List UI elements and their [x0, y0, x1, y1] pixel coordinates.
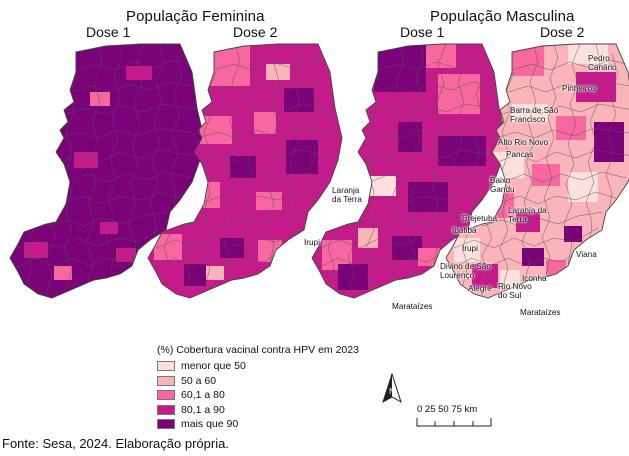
legend-item: 50 a 60: [157, 374, 359, 389]
male-dose2-label: Dose 2: [540, 24, 585, 40]
map-male-dose2: [445, 43, 629, 299]
label-pinheiros: Pinheiros: [562, 84, 597, 93]
choropleth-maps: N: [9, 43, 629, 404]
label-pancas: Pancas: [506, 150, 534, 159]
legend-title: (%) Cobertura vacinal contra HPV em 2023: [157, 344, 359, 356]
north-arrow-icon: N: [382, 372, 402, 404]
map-legend: (%) Cobertura vacinal contra HPV em 2023…: [157, 344, 359, 432]
figure-caption: Fonte: Sesa, 2024. Elaboração própria.: [2, 436, 229, 451]
legend-item: mais que 90: [157, 417, 359, 432]
legend-swatch: [157, 361, 175, 372]
map-female-dose1: [9, 43, 205, 299]
legend-swatch: [157, 404, 175, 415]
scale-bar-graphic: [416, 418, 492, 427]
male-population-title: População Masculina: [430, 8, 575, 25]
legend-label: mais que 90: [181, 418, 239, 431]
map-figure: População Feminina População Masculina D…: [9, 8, 629, 432]
scale-bar-ticks: 0 25 50 75 km: [417, 404, 478, 415]
label-brejetuba: Brejetuba: [462, 214, 498, 223]
label-divino-sao-lourenco: Divino de São Lourenço: [440, 262, 491, 280]
legend-label: 60,1 a 80: [181, 389, 225, 402]
legend-swatch: [157, 375, 175, 386]
legend-swatch: [157, 419, 175, 430]
female-population-title: População Feminina: [126, 8, 265, 25]
label-alegre: Alegre: [468, 284, 492, 293]
legend-item: 80,1 a 90: [157, 403, 359, 418]
label-irupi-1: Irupi: [304, 238, 320, 247]
label-rio-novo-do-sul: Rio Novo do Sul: [498, 282, 532, 300]
male-dose1-label: Dose 1: [400, 24, 445, 40]
label-laranja-da-terra-1: Laranja da Terra: [332, 186, 362, 204]
label-baixo-gandu: Baixo Gandu: [490, 176, 515, 194]
legend-label: 80,1 a 90: [181, 403, 225, 416]
female-dose2-label: Dose 2: [233, 24, 278, 40]
legend-swatch: [157, 390, 175, 401]
label-ibatiba: Ibatiba: [452, 226, 477, 235]
legend-label: 50 a 60: [181, 374, 217, 387]
label-iconha: Iconha: [522, 274, 547, 283]
label-barra-sao-francisco: Barra de São Francisco: [510, 106, 559, 124]
north-arrow-letter: N: [389, 387, 395, 396]
map-male-dose1: [311, 43, 507, 299]
legend-item: menor que 50: [157, 359, 359, 374]
label-marataizes-2: Marataízes: [520, 308, 561, 317]
label-alto-rio-novo: Alto Rio Novo: [498, 138, 549, 147]
label-viana: Viana: [576, 250, 597, 259]
female-dose1-label: Dose 1: [86, 24, 131, 40]
legend-label: menor que 50: [181, 360, 246, 373]
label-pedro-canario: Pedro Canário: [588, 54, 617, 72]
legend-item: 60,1 a 80: [157, 388, 359, 403]
label-irupi-2: Irupi: [462, 244, 478, 253]
label-marataizes-1: Marataízes: [392, 302, 433, 311]
label-laranja-da-terra-2: Laranja da Terra: [508, 206, 547, 224]
